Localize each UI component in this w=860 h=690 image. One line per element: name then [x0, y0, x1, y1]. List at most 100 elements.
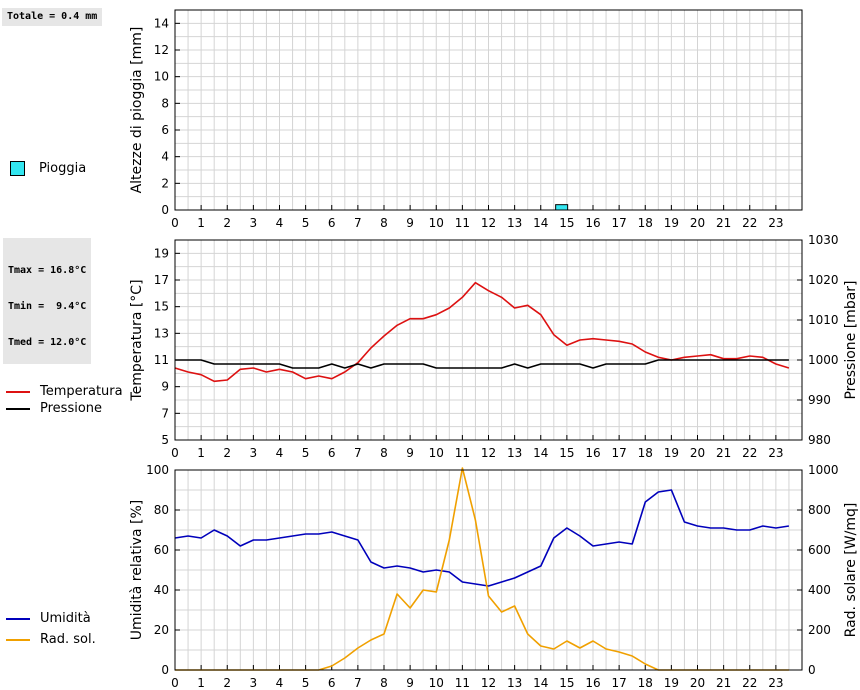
rain-y-tick-label: 4 [161, 150, 169, 164]
rain-x-tick-label: 9 [406, 216, 414, 230]
hum-y-tick-label: 80 [154, 503, 169, 517]
hum-x-tick-label: 11 [455, 676, 470, 690]
temp-y2-tick-label: 1010 [808, 313, 839, 327]
hum-x-tick-label: 0 [171, 676, 179, 690]
hum-x-tick-label: 2 [223, 676, 231, 690]
hum-x-tick-label: 7 [354, 676, 362, 690]
hum-y-tick-label: 60 [154, 543, 169, 557]
hum-y2-tick-label: 1000 [808, 463, 839, 477]
rain-y-tick-label: 0 [161, 203, 169, 217]
temp-x-tick-label: 23 [768, 446, 783, 460]
rain-legend-swatch [10, 161, 25, 176]
rain-y-tick-label: 8 [161, 96, 169, 110]
hum-x-tick-label: 4 [276, 676, 284, 690]
temperature-stats: Tmax = 16.8°C Tmin = 9.4°C Tmed = 12.0°C [3, 238, 92, 364]
temp-x-tick-label: 20 [690, 446, 705, 460]
temp-x-tick-label: 21 [716, 446, 731, 460]
temp-series-temperatura [174, 281, 790, 383]
rain-y-tick-label: 14 [154, 16, 169, 30]
temp-y2-tick-label: 990 [808, 393, 831, 407]
rain-x-tick-label: 22 [742, 216, 757, 230]
temp-y2-axis-title: Pressione [mbar] [843, 280, 859, 399]
rain-x-tick-label: 3 [250, 216, 258, 230]
temp-frame [174, 239, 803, 441]
temp-x-tick-label: 15 [559, 446, 574, 460]
hum-x-tick-label: 18 [638, 676, 653, 690]
rain-x-tick-label: 15 [559, 216, 574, 230]
rain-x-tick-label: 19 [664, 216, 679, 230]
legend-item-solar: Rad. sol. [6, 632, 96, 647]
temp-x-tick-label: 14 [533, 446, 548, 460]
temp-y-tick-label: 17 [154, 273, 169, 287]
temp-y2-tick-label: 1000 [808, 353, 839, 367]
rain-y-tick-label: 6 [161, 123, 169, 137]
pressure-legend-line [6, 407, 30, 410]
rain-x-tick-label: 18 [638, 216, 653, 230]
rain-x-tick-label: 8 [380, 216, 388, 230]
legend-label-pressure: Pressione [40, 401, 103, 416]
hum-y-tick-label: 100 [146, 463, 169, 477]
hum-x-tick-label: 16 [585, 676, 600, 690]
temp-x-tick-label: 18 [638, 446, 653, 460]
hum-x-tick-label: 19 [664, 676, 679, 690]
temp-y2-tick-label: 1020 [808, 273, 839, 287]
stat-tmed: Tmed = 12.0°C [8, 337, 87, 348]
rain-x-tick-label: 6 [328, 216, 336, 230]
rain-x-tick-label: 20 [690, 216, 705, 230]
rain-x-tick-label: 14 [533, 216, 548, 230]
stat-tmin: Tmin = 9.4°C [8, 301, 87, 312]
rain-total-label: Totale = 0.4 mm [2, 8, 103, 26]
rain-x-tick-label: 4 [276, 216, 284, 230]
temp-x-tick-label: 10 [429, 446, 444, 460]
hum-x-tick-label: 17 [611, 676, 626, 690]
humidity-legend-line [6, 617, 30, 620]
temp-y2-tick-label: 980 [808, 433, 831, 447]
rain-x-tick-label: 0 [171, 216, 179, 230]
hum-x-tick-label: 6 [328, 676, 336, 690]
rain-x-tick-label: 16 [585, 216, 600, 230]
hum-series-umidit- [174, 489, 790, 587]
hum-x-tick-label: 20 [690, 676, 705, 690]
hum-y2-tick-label: 200 [808, 623, 831, 637]
hum-x-tick-label: 21 [716, 676, 731, 690]
rain-bar [555, 204, 569, 211]
hum-x-tick-label: 5 [302, 676, 310, 690]
temp-y-axis-title: Temperatura [°C] [129, 279, 145, 401]
legend-item-rain: Pioggia [10, 161, 86, 176]
temp-x-tick-label: 4 [276, 446, 284, 460]
hum-x-tick-label: 1 [197, 676, 205, 690]
temp-x-tick-label: 12 [481, 446, 496, 460]
legend-item-humidity: Umidità [6, 611, 91, 626]
hum-y2-tick-label: 800 [808, 503, 831, 517]
temp-y-tick-label: 7 [161, 406, 169, 420]
rain-x-tick-label: 1 [197, 216, 205, 230]
hum-x-tick-label: 22 [742, 676, 757, 690]
rain-x-tick-label: 21 [716, 216, 731, 230]
stat-tmax: Tmax = 16.8°C [8, 265, 87, 276]
hum-y2-tick-label: 600 [808, 543, 831, 557]
rain-x-tick-label: 10 [429, 216, 444, 230]
temp-y2-tick-label: 1030 [808, 233, 839, 247]
hum-y2-tick-label: 0 [808, 663, 816, 677]
hum-y2-tick-label: 400 [808, 583, 831, 597]
hum-y-tick-label: 20 [154, 623, 169, 637]
hum-y-axis-title: Umidità relativa [%] [129, 500, 145, 641]
temp-x-tick-label: 2 [223, 446, 231, 460]
hum-x-tick-label: 8 [380, 676, 388, 690]
legend-label-rain: Pioggia [39, 161, 87, 176]
rain-x-tick-label: 5 [302, 216, 310, 230]
temp-x-tick-label: 8 [380, 446, 388, 460]
rain-x-tick-label: 13 [507, 216, 522, 230]
hum-x-tick-label: 3 [250, 676, 258, 690]
temp-y-tick-label: 9 [161, 380, 169, 394]
hum-x-tick-label: 12 [481, 676, 496, 690]
hum-y-tick-label: 0 [161, 663, 169, 677]
temp-x-tick-label: 16 [585, 446, 600, 460]
temp-x-tick-label: 1 [197, 446, 205, 460]
temp-y-tick-label: 15 [154, 300, 169, 314]
hum-y2-axis-title: Rad. solare [W/mq] [843, 503, 859, 638]
rain-y-tick-label: 10 [154, 70, 169, 84]
hum-frame [174, 469, 803, 671]
temp-y-tick-label: 11 [154, 353, 169, 367]
